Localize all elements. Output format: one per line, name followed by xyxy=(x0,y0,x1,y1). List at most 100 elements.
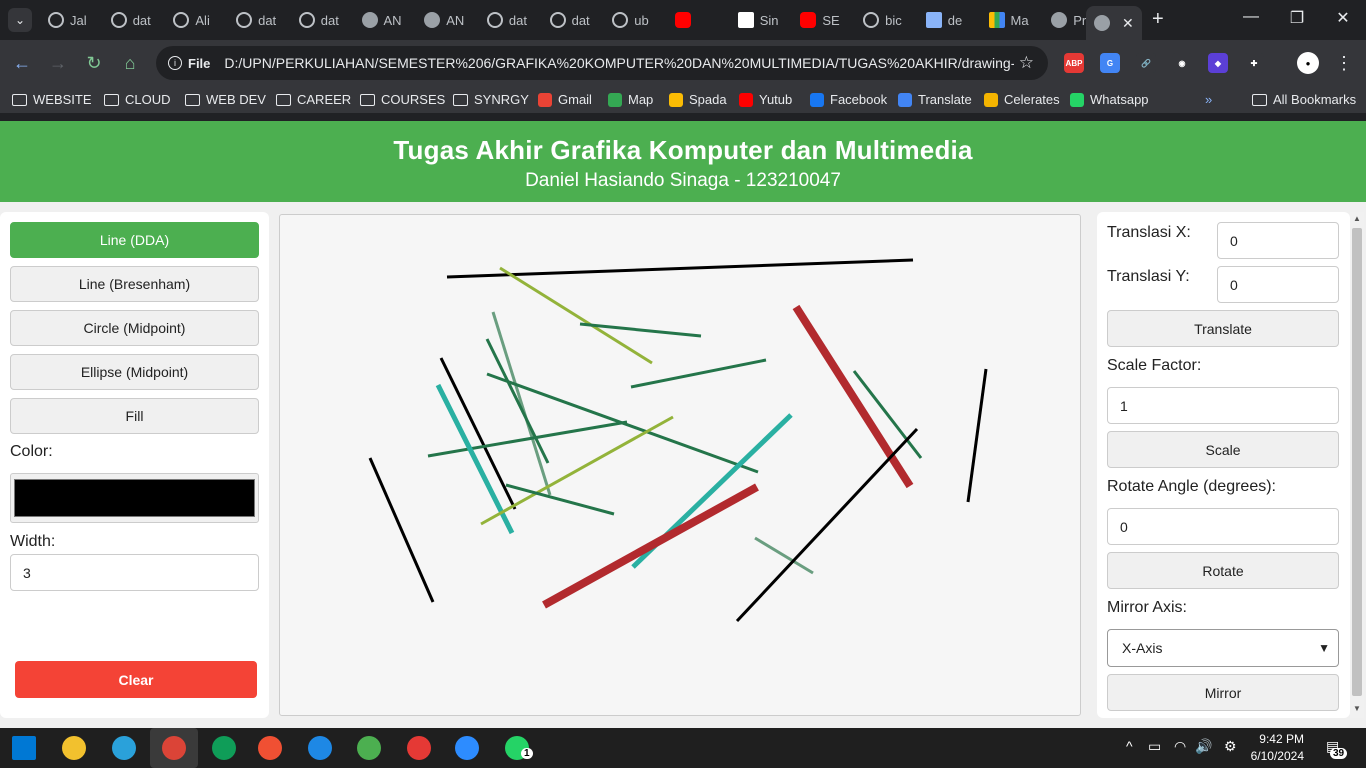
bookmark-yutub[interactable]: Yutub xyxy=(739,92,792,107)
browser-tab[interactable]: Jal xyxy=(40,6,102,34)
bookmark-spada[interactable]: Spada xyxy=(669,92,727,107)
bookmark-celerates[interactable]: Celerates xyxy=(984,92,1060,107)
zoom-icon[interactable] xyxy=(455,736,479,760)
url-text[interactable]: D:/UPN/PERKULIAHAN/SEMESTER%206/GRAFIKA%… xyxy=(224,55,1015,71)
profile-avatar[interactable]: ● xyxy=(1297,52,1319,74)
tab-search-button[interactable]: ⌄ xyxy=(8,8,32,32)
tab-title: AN xyxy=(383,12,402,28)
browser-tab[interactable]: ub xyxy=(604,6,666,34)
scale-input[interactable]: 1 xyxy=(1107,387,1339,424)
bookmark-synrgy[interactable]: SYNRGY xyxy=(453,92,529,107)
browser-tab[interactable]: AN xyxy=(416,6,478,34)
tool-button-circle-midpoint[interactable]: Circle (Midpoint) xyxy=(10,310,259,346)
link-icon[interactable]: 🔗 xyxy=(1136,53,1156,73)
width-input[interactable]: 3 xyxy=(10,554,259,591)
back-arrow-icon[interactable]: ← xyxy=(13,53,31,73)
chrome-icon[interactable] xyxy=(162,736,186,760)
cube-icon[interactable]: ◆ xyxy=(1208,53,1228,73)
close-window-button[interactable]: ✕ xyxy=(1336,10,1350,27)
browser-tab[interactable]: Ali xyxy=(165,6,227,34)
windows-start-icon[interactable] xyxy=(12,736,36,760)
tab-close-icon[interactable]: ✕ xyxy=(1122,14,1134,31)
browser-tab[interactable]: bic xyxy=(855,6,917,34)
minimize-button[interactable]: — xyxy=(1243,8,1259,25)
scroll-up-icon[interactable]: ▲ xyxy=(1353,214,1361,223)
maps-icon[interactable] xyxy=(357,736,381,760)
bookmark-career[interactable]: CAREER xyxy=(276,92,351,107)
scale-button[interactable]: Scale xyxy=(1107,431,1339,468)
browser-tab[interactable]: dat xyxy=(291,6,353,34)
browser-tab[interactable]: Sin xyxy=(730,6,792,34)
volume-icon[interactable]: 🔊 xyxy=(1195,738,1213,754)
all-bookmarks-button[interactable]: All Bookmarks xyxy=(1252,92,1356,107)
browser-tab[interactable]: dat xyxy=(479,6,541,34)
tab-title: dat xyxy=(571,12,590,28)
tool-button-line-bresenham[interactable]: Line (Bresenham) xyxy=(10,266,259,302)
page-scrollbar[interactable]: ▲ ▼ xyxy=(1350,212,1364,718)
browser-tab[interactable]: dat xyxy=(228,6,290,34)
tab-title: bic xyxy=(885,12,902,28)
bookmark-cloud[interactable]: CLOUD xyxy=(104,92,171,107)
address-bar[interactable]: i File D:/UPN/PERKULIAHAN/SEMESTER%206/G… xyxy=(156,46,1048,80)
system-clock[interactable]: 9:42 PM 6/10/2024 xyxy=(1246,731,1304,765)
drawn-line xyxy=(542,483,759,609)
translate-button[interactable]: Translate xyxy=(1107,310,1339,347)
tab-active[interactable]: ✕ xyxy=(1086,6,1142,40)
site-info-icon[interactable]: i xyxy=(168,56,182,70)
tool-button-ellipse-midpoint[interactable]: Ellipse (Midpoint) xyxy=(10,354,259,390)
clear-button[interactable]: Clear xyxy=(15,661,257,698)
translate-x-input[interactable]: 0 xyxy=(1217,222,1339,259)
reload-icon[interactable]: ↻ xyxy=(86,53,102,73)
new-tab-button[interactable]: + xyxy=(1152,8,1164,30)
bookmark-label: WEBSITE xyxy=(33,92,92,107)
bookmark-translate[interactable]: Translate xyxy=(898,92,972,107)
tool-button-line-dda[interactable]: Line (DDA) xyxy=(10,222,259,258)
mirror-axis-select[interactable]: X-Axis ▼ xyxy=(1107,629,1339,667)
bookmark-courses[interactable]: COURSES xyxy=(360,92,445,107)
browser-tab[interactable]: de xyxy=(918,6,980,34)
browser-tab[interactable]: SE xyxy=(792,6,854,34)
browser-tab[interactable]: AN xyxy=(354,6,416,34)
kebab-menu-icon[interactable]: ⋮ xyxy=(1335,53,1353,73)
bookmark-label: SYNRGY xyxy=(474,92,529,107)
bookmark-map[interactable]: Map xyxy=(608,92,653,107)
browser-tab[interactable] xyxy=(667,6,729,34)
settings-icon[interactable]: ⚙ xyxy=(1224,738,1237,754)
camera-icon[interactable]: ◉ xyxy=(1172,53,1192,73)
browser-tab[interactable]: dat xyxy=(542,6,604,34)
home-icon[interactable]: ⌂ xyxy=(124,53,136,73)
tray-chevron-icon[interactable]: ^ xyxy=(1126,738,1133,754)
bookmark-website[interactable]: WEBSITE xyxy=(12,92,92,107)
telegram-icon[interactable] xyxy=(112,736,136,760)
bookmark-gmail[interactable]: Gmail xyxy=(538,92,592,107)
translate-ext-icon[interactable]: G xyxy=(1100,53,1120,73)
scroll-down-icon[interactable]: ▼ xyxy=(1353,704,1361,713)
vscode-icon[interactable] xyxy=(308,736,332,760)
wifi-icon[interactable]: ◠ xyxy=(1174,738,1187,754)
bookmark-web-dev[interactable]: WEB DEV xyxy=(185,92,266,107)
restore-button[interactable]: ❐ xyxy=(1289,10,1305,27)
abp-icon[interactable]: ABP xyxy=(1064,53,1084,73)
battery-icon[interactable]: ▭ xyxy=(1148,738,1162,754)
browser-tab[interactable]: Ma xyxy=(981,6,1043,34)
scroll-thumb[interactable] xyxy=(1352,228,1362,696)
color-picker[interactable] xyxy=(10,473,259,523)
forward-arrow-icon[interactable]: → xyxy=(49,53,67,73)
bookmark-star-icon[interactable]: ☆ xyxy=(1018,53,1034,72)
bookmark-whatsapp[interactable]: Whatsapp xyxy=(1070,92,1149,107)
rotate-input[interactable]: 0 xyxy=(1107,508,1339,545)
git-icon[interactable] xyxy=(258,736,282,760)
puzzle-icon[interactable]: ✚ xyxy=(1244,53,1264,73)
bookmark-facebook[interactable]: Facebook xyxy=(810,92,887,107)
mirror-button[interactable]: Mirror xyxy=(1107,674,1339,711)
rotate-button[interactable]: Rotate xyxy=(1107,552,1339,589)
translate-y-input[interactable]: 0 xyxy=(1217,266,1339,303)
browser-tab[interactable]: dat xyxy=(103,6,165,34)
chrome-profile-2-icon[interactable] xyxy=(407,736,431,760)
drawing-canvas[interactable] xyxy=(279,214,1081,716)
chrome-profile-icon[interactable] xyxy=(212,736,236,760)
file-explorer-icon[interactable] xyxy=(62,736,86,760)
tool-button-fill[interactable]: Fill xyxy=(10,398,259,434)
tab-title: de xyxy=(947,12,963,28)
bookmarks-overflow-button[interactable]: » xyxy=(1205,92,1213,107)
